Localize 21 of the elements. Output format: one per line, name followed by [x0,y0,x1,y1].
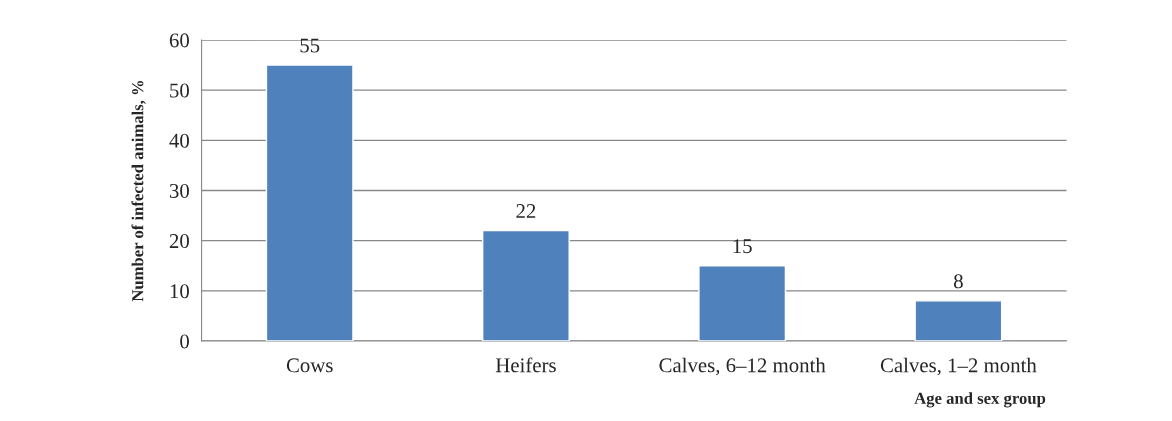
y-tick-label: 20 [169,234,189,249]
y-tick-label: 10 [170,284,189,299]
x-tick-label: Heifers [495,357,556,373]
x-tick-label: Calves, 6–12 month [659,357,826,376]
x-tick-label: Cows [286,358,333,373]
x-axis-title: Age and sex group [914,392,1046,408]
bar [265,64,354,342]
bar [914,300,1003,342]
data-label: 22 [516,204,536,218]
y-axis-title: Number of infected animals, % [131,80,146,302]
data-label: 15 [733,239,752,254]
data-label: 8 [953,274,963,289]
data-label: 55 [300,38,320,53]
y-tick-label: 50 [170,83,189,98]
y-tick-label: 60 [169,33,189,48]
bar [481,229,570,342]
y-tick-label: 0 [180,334,189,349]
y-tick-label: 40 [169,133,189,148]
x-tick-label: Calves, 1–2 month [880,357,1037,376]
bar [698,265,787,342]
y-tick-label: 30 [169,183,189,198]
